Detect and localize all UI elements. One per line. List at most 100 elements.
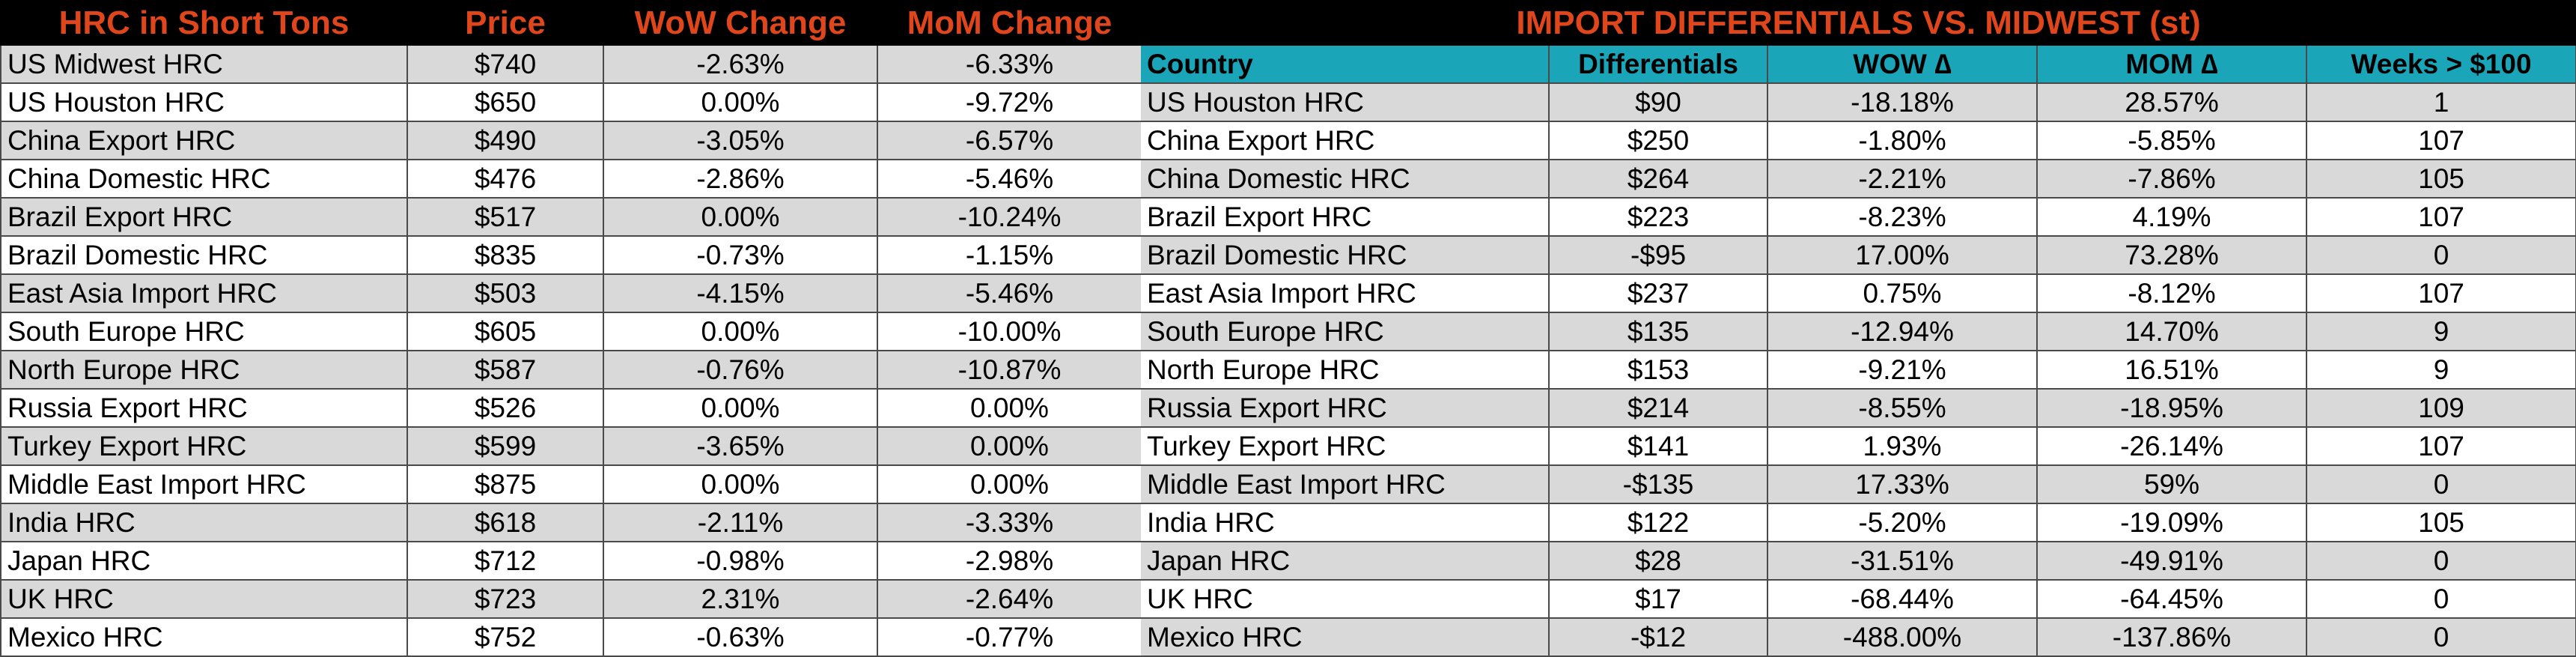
hrc-price-header-row: HRC in Short Tons Price WoW Change MoM C… <box>1 0 1142 46</box>
price-cell: $618 <box>407 503 604 542</box>
region-cell: Turkey Export HRC <box>0 427 408 466</box>
region-cell: China Domestic HRC <box>0 160 408 199</box>
country-cell: South Europe HRC <box>1141 312 1550 351</box>
wow-delta-cell: 1.93% <box>1767 427 2038 466</box>
weeks-over-100-cell: 107 <box>2306 121 2576 160</box>
table-row: China Domestic HRC $264 -2.21% -7.86% 105 <box>1141 160 2576 199</box>
differential-cell: $17 <box>1549 580 1768 619</box>
mom-delta-cell: 16.51% <box>2037 351 2307 390</box>
header-country: Country <box>1141 46 1550 84</box>
mom-change-cell: -2.64% <box>877 580 1142 619</box>
hrc-price-table: HRC in Short Tons Price WoW Change MoM C… <box>0 0 1142 657</box>
mom-change-cell: -10.24% <box>877 198 1142 237</box>
mom-delta-cell: -7.86% <box>2037 160 2307 199</box>
weeks-over-100-cell: 105 <box>2306 503 2576 542</box>
mom-change-cell: -5.46% <box>877 160 1142 199</box>
wow-change-cell: 0.00% <box>603 198 878 237</box>
table-row: East Asia Import HRC $503 -4.15% -5.46% <box>0 274 1142 313</box>
table-row: East Asia Import HRC $237 0.75% -8.12% 107 <box>1141 274 2576 313</box>
wow-change-cell: -0.63% <box>603 618 878 657</box>
wow-delta-cell: 17.00% <box>1767 236 2038 275</box>
price-cell: $476 <box>407 160 604 199</box>
differential-cell: $135 <box>1549 312 1768 351</box>
header-mom-change: MoM Change <box>877 0 1142 46</box>
wow-delta-cell: -18.18% <box>1767 83 2038 122</box>
weeks-over-100-cell: 107 <box>2306 274 2576 313</box>
weeks-over-100-cell: 9 <box>2306 312 2576 351</box>
country-cell: Mexico HRC <box>1141 618 1550 657</box>
price-cell: $740 <box>407 46 604 84</box>
wow-change-cell: -0.98% <box>603 542 878 581</box>
mom-delta-cell: -18.95% <box>2037 389 2307 428</box>
wow-delta-cell: -5.20% <box>1767 503 2038 542</box>
differential-cell: $28 <box>1549 542 1768 581</box>
mom-change-cell: -3.33% <box>877 503 1142 542</box>
import-differentials-table: IMPORT DIFFERENTIALS VS. MIDWEST (st) Co… <box>1141 0 2576 657</box>
differentials-column-header-row: Country Differentials WOW ∆ MOM ∆ Weeks … <box>1141 46 2576 84</box>
country-cell: UK HRC <box>1141 580 1550 619</box>
table-row: South Europe HRC $135 -12.94% 14.70% 9 <box>1141 312 2576 351</box>
region-cell: Brazil Domestic HRC <box>0 236 408 275</box>
differentials-title-row: IMPORT DIFFERENTIALS VS. MIDWEST (st) <box>1141 0 2576 46</box>
mom-delta-cell: -8.12% <box>2037 274 2307 313</box>
price-cell: $723 <box>407 580 604 619</box>
differential-cell: -$95 <box>1549 236 1768 275</box>
region-cell: China Export HRC <box>0 121 408 160</box>
price-cell: $517 <box>407 198 604 237</box>
country-cell: US Houston HRC <box>1141 83 1550 122</box>
wow-delta-cell: -12.94% <box>1767 312 2038 351</box>
wow-change-cell: -3.05% <box>603 121 878 160</box>
table-row: Turkey Export HRC $599 -3.65% 0.00% <box>0 427 1142 466</box>
wow-change-cell: -3.65% <box>603 427 878 466</box>
price-cell: $526 <box>407 389 604 428</box>
country-cell: India HRC <box>1141 503 1550 542</box>
mom-change-cell: 0.00% <box>877 389 1142 428</box>
region-cell: Mexico HRC <box>0 618 408 657</box>
wow-delta-cell: -31.51% <box>1767 542 2038 581</box>
table-row: India HRC $122 -5.20% -19.09% 105 <box>1141 503 2576 542</box>
header-mom-delta: MOM ∆ <box>2037 46 2307 84</box>
wow-delta-cell: -8.23% <box>1767 198 2038 237</box>
table-row: Brazil Export HRC $223 -8.23% 4.19% 107 <box>1141 198 2576 237</box>
header-hrc-short-tons: HRC in Short Tons <box>1 0 407 46</box>
differential-cell: -$12 <box>1549 618 1768 657</box>
mom-change-cell: -6.57% <box>877 121 1142 160</box>
differential-cell: $223 <box>1549 198 1768 237</box>
table-row: UK HRC $17 -68.44% -64.45% 0 <box>1141 580 2576 619</box>
price-cell: $587 <box>407 351 604 390</box>
mom-change-cell: -9.72% <box>877 83 1142 122</box>
mom-change-cell: -10.87% <box>877 351 1142 390</box>
country-cell: Brazil Export HRC <box>1141 198 1550 237</box>
mom-change-cell: -10.00% <box>877 312 1142 351</box>
weeks-over-100-cell: 0 <box>2306 465 2576 504</box>
header-wow-delta: WOW ∆ <box>1767 46 2038 84</box>
table-row: US Houston HRC $650 0.00% -9.72% <box>0 83 1142 122</box>
price-cell: $490 <box>407 121 604 160</box>
weeks-over-100-cell: 105 <box>2306 160 2576 199</box>
region-cell: Russia Export HRC <box>0 389 408 428</box>
mom-delta-cell: -5.85% <box>2037 121 2307 160</box>
mom-change-cell: 0.00% <box>877 465 1142 504</box>
wow-change-cell: 2.31% <box>603 580 878 619</box>
differential-cell: $122 <box>1549 503 1768 542</box>
country-cell: Russia Export HRC <box>1141 389 1550 428</box>
differential-cell: $237 <box>1549 274 1768 313</box>
table-row: Brazil Domestic HRC -$95 17.00% 73.28% 0 <box>1141 236 2576 275</box>
wow-delta-cell: 0.75% <box>1767 274 2038 313</box>
wow-change-cell: -2.86% <box>603 160 878 199</box>
table-row: Brazil Export HRC $517 0.00% -10.24% <box>0 198 1142 237</box>
differential-cell: $90 <box>1549 83 1768 122</box>
weeks-over-100-cell: 109 <box>2306 389 2576 428</box>
wow-delta-cell: -8.55% <box>1767 389 2038 428</box>
table-row: China Domestic HRC $476 -2.86% -5.46% <box>0 160 1142 199</box>
mom-delta-cell: 28.57% <box>2037 83 2307 122</box>
wow-change-cell: -2.63% <box>603 46 878 84</box>
table-row: Japan HRC $712 -0.98% -2.98% <box>0 542 1142 581</box>
table-row: India HRC $618 -2.11% -3.33% <box>0 503 1142 542</box>
table-row: North Europe HRC $587 -0.76% -10.87% <box>0 351 1142 390</box>
table-row: Middle East Import HRC -$135 17.33% 59% 0 <box>1141 465 2576 504</box>
mom-change-cell: -1.15% <box>877 236 1142 275</box>
table-row: Brazil Domestic HRC $835 -0.73% -1.15% <box>0 236 1142 275</box>
mom-delta-cell: 4.19% <box>2037 198 2307 237</box>
